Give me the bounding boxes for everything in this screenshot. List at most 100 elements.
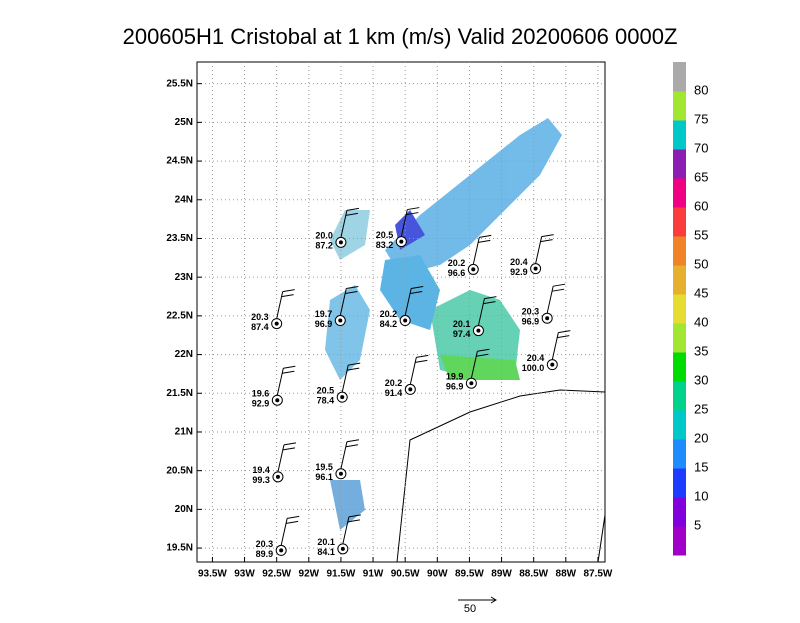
colorbar-swatch: [673, 439, 686, 469]
wind-barb: [472, 237, 480, 265]
station-bottom: 96.1: [315, 472, 333, 482]
colorbar-swatch: [673, 381, 686, 411]
wind-barb: [347, 367, 360, 371]
x-tick-label: 90W: [427, 569, 448, 580]
wind-barb: [540, 239, 553, 243]
station-bottom: 92.9: [252, 399, 270, 409]
station-marker-inner: [338, 471, 343, 476]
y-tick-label: 25.5N: [166, 78, 193, 89]
x-tick-label: 91.5W: [326, 569, 355, 580]
station-bottom: 83.2: [376, 240, 394, 250]
station-bottom: 96.9: [315, 319, 333, 329]
station-top: 20.3: [256, 539, 274, 549]
wind-field: [325, 285, 370, 380]
station-marker-inner: [399, 239, 404, 244]
map-title: 200605H1 Cristobal at 1 km (m/s) Valid 2…: [123, 24, 678, 49]
station: 20.389.9: [256, 515, 300, 559]
radar-field: [325, 118, 562, 530]
station-top: 20.2: [380, 309, 398, 319]
y-tick-label: 21N: [175, 427, 193, 438]
x-tick-label: 93W: [234, 569, 255, 580]
station: 19.596.1: [315, 439, 360, 482]
colorbar-swatch: [673, 294, 686, 324]
wind-barb: [345, 212, 359, 216]
colorbar-label: 35: [694, 343, 708, 358]
colorbar-swatch: [673, 323, 686, 353]
station-marker-inner: [275, 398, 280, 403]
map-frame: [196, 61, 606, 563]
wind-barb: [484, 296, 497, 300]
station: 20.396.9: [522, 283, 566, 327]
y-tick-label: 20.5N: [166, 465, 193, 476]
wind-barb: [479, 234, 492, 238]
wind-barb: [282, 447, 296, 451]
x-tick-label: 93.5W: [198, 569, 227, 580]
wind-barb: [553, 283, 566, 287]
wind-barb: [340, 441, 348, 469]
y-tick-label: 24.5N: [166, 156, 193, 167]
coastline: [597, 514, 606, 563]
wind-barb: [287, 515, 300, 519]
station-bottom: 96.6: [448, 268, 466, 278]
y-tick-label: 19.5N: [166, 543, 193, 554]
wind-barb: [477, 348, 490, 352]
station-top: 19.4: [252, 465, 270, 475]
x-tick-label: 88W: [556, 569, 577, 580]
colorbar-swatch: [673, 207, 686, 237]
station-marker-inner: [279, 548, 284, 553]
station: 20.184.1: [317, 514, 361, 557]
colorbar-label: 30: [694, 372, 708, 387]
wind-barb: [410, 291, 423, 295]
scale-arrowhead: [490, 596, 497, 604]
station-top: 19.9: [446, 372, 464, 382]
colorbar-swatch: [673, 91, 686, 121]
colorbar-label: 65: [694, 169, 708, 184]
station: 19.796.9: [315, 286, 359, 329]
colorbar-label: 15: [694, 459, 708, 474]
y-tick-label: 22N: [175, 349, 193, 360]
station-top: 20.3: [251, 312, 269, 322]
station: 20.583.2: [376, 207, 420, 250]
wind-barb: [406, 212, 419, 216]
station-top: 20.2: [448, 258, 466, 268]
wind-field: [330, 480, 365, 530]
wind-barb: [276, 291, 284, 319]
station-marker-inner: [403, 318, 408, 323]
station: 20.284.2: [380, 286, 424, 329]
x-tick-label: 92W: [299, 569, 320, 580]
station-top: 20.1: [317, 537, 335, 547]
station-bottom: 78.4: [317, 396, 335, 406]
x-tick-label: 87.5W: [583, 569, 612, 580]
wind-barb: [415, 359, 428, 363]
wind-field: [385, 118, 562, 275]
colorbar-label: 25: [694, 401, 708, 416]
wind-barb: [283, 442, 297, 446]
wind-barb: [535, 236, 543, 264]
colorbar-swatch: [673, 468, 686, 498]
station-bottom: 92.9: [510, 267, 528, 277]
wind-barb: [407, 207, 420, 211]
wind-barb: [348, 362, 361, 366]
colorbar-swatch: [673, 236, 686, 266]
wind-field: [330, 210, 370, 260]
y-tick-label: 25N: [175, 117, 193, 128]
wind-barb: [283, 365, 296, 369]
colorbar-swatch: [673, 178, 686, 208]
station-bottom: 84.1: [317, 547, 335, 557]
colorbar-swatch: [673, 62, 686, 92]
coastline: [396, 389, 606, 563]
station-marker-inner: [340, 546, 345, 551]
station: 20.087.2: [315, 207, 360, 251]
station: 19.996.9: [446, 348, 490, 392]
station-top: 19.7: [315, 309, 333, 319]
colorbar-label: 50: [694, 256, 708, 271]
colorbar-label: 70: [694, 140, 708, 155]
wind-barb: [409, 357, 417, 385]
station-top: 20.0: [315, 231, 333, 241]
wind-barb: [546, 286, 554, 314]
station-marker-inner: [533, 266, 538, 271]
station-top: 20.5: [376, 230, 394, 240]
wind-barb: [346, 207, 360, 211]
wind-barb: [476, 353, 489, 357]
